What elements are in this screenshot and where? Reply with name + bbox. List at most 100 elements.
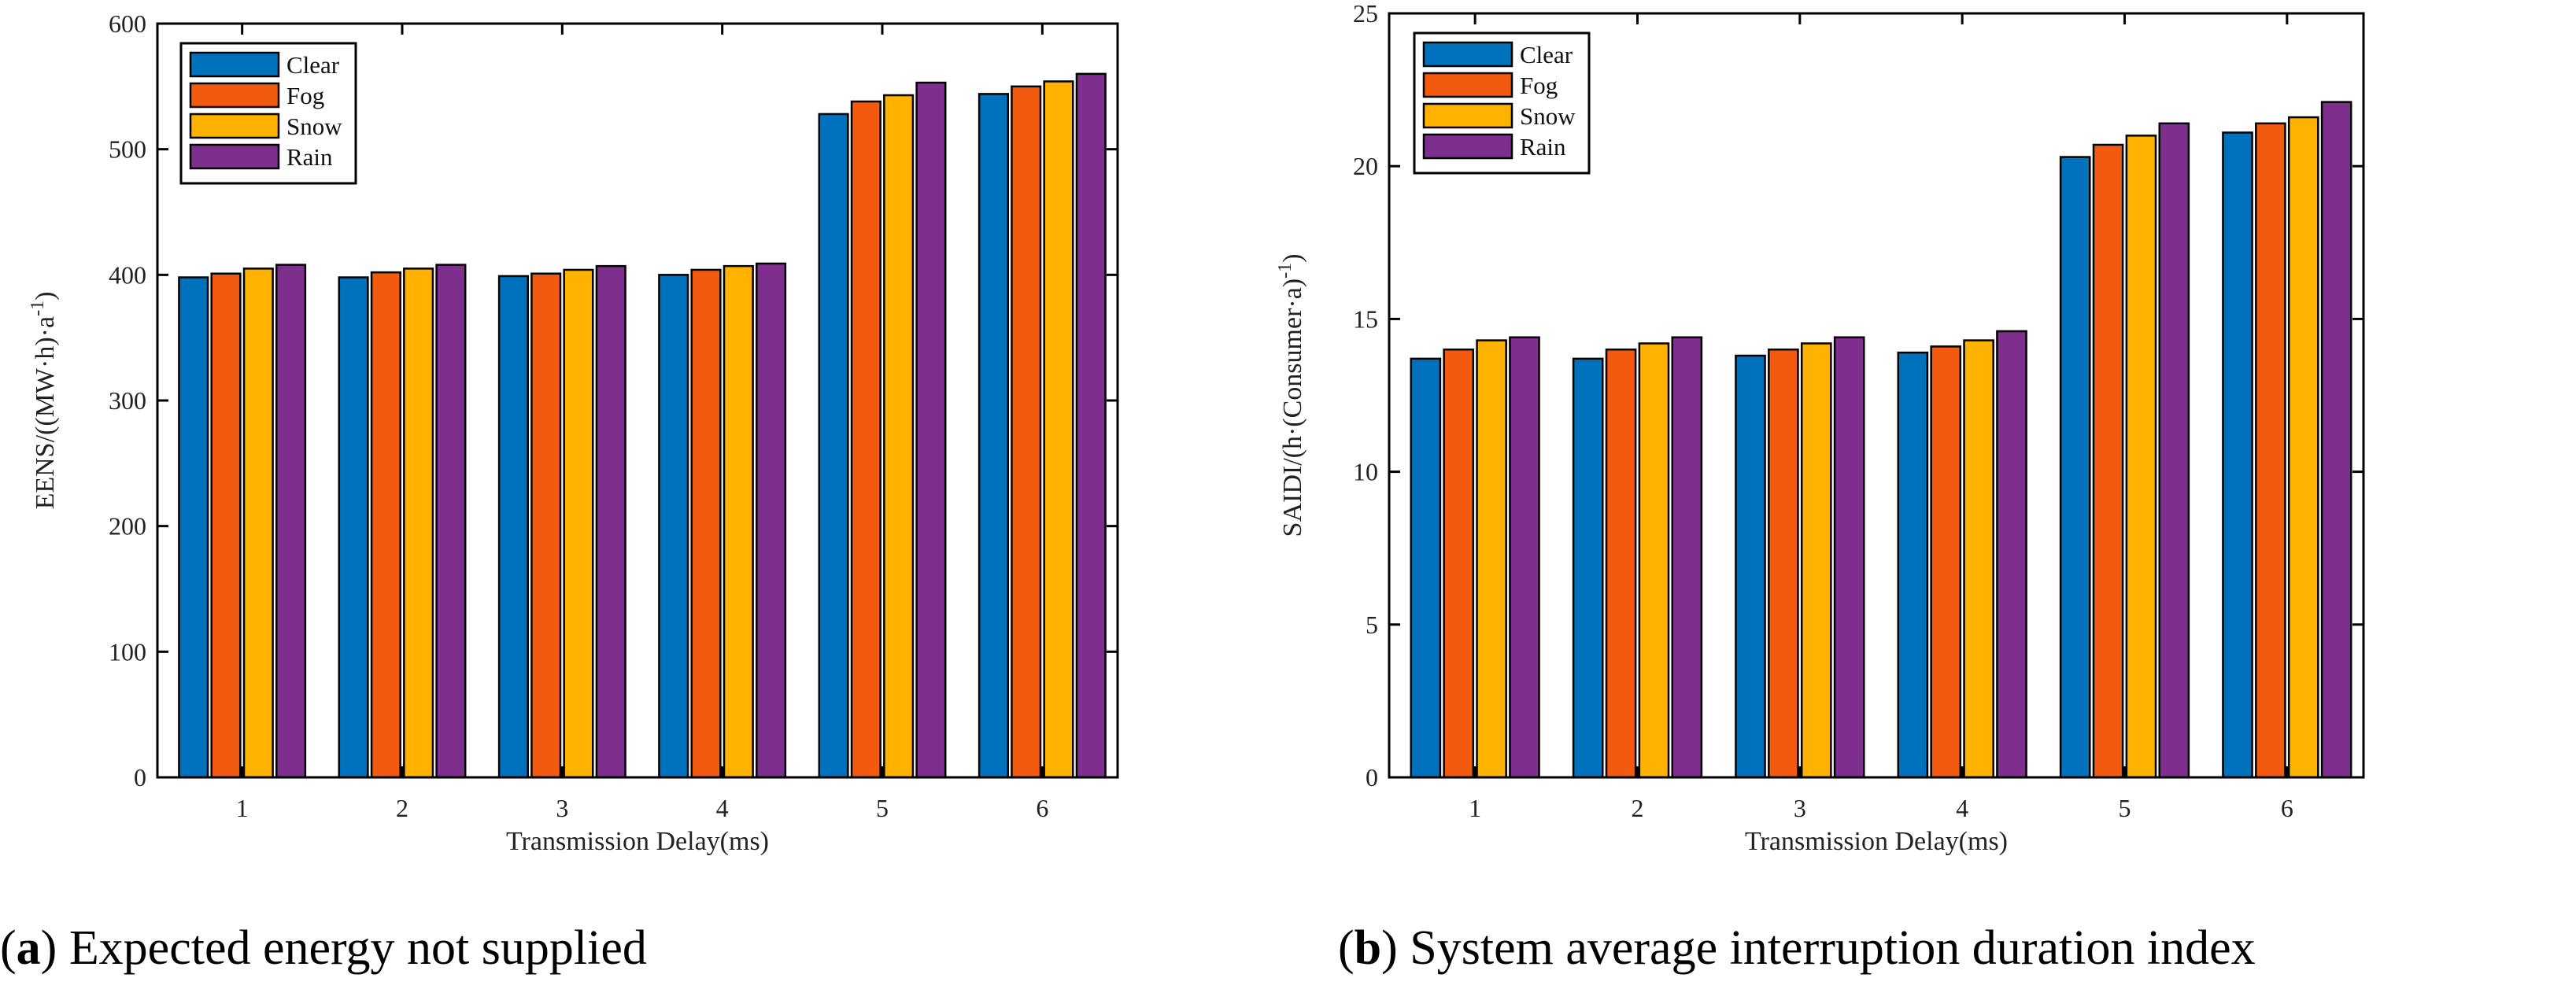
bar-fog-2 xyxy=(370,271,401,779)
bar-fog-4 xyxy=(1930,345,1962,779)
y-tick-label: 500 xyxy=(109,135,146,164)
x-tick-label: 3 xyxy=(1794,794,1806,822)
legend-label-rain: Rain xyxy=(286,143,333,171)
legend-swatch-snow xyxy=(1422,102,1513,129)
bar-snow-2 xyxy=(403,268,434,779)
bar-fog-5 xyxy=(2092,143,2124,779)
y-tick-label: 20 xyxy=(1353,152,1378,180)
bar-fog-4 xyxy=(690,268,722,779)
bar-clear-4 xyxy=(658,274,689,779)
y-tick-label: 0 xyxy=(1366,763,1378,792)
bar-fog-3 xyxy=(1768,348,1799,779)
legend-swatch-rain xyxy=(189,143,280,170)
legend-swatch-rain xyxy=(1422,133,1513,160)
y-axis-label: SAIDI/(h·(Consumer·a)-1) xyxy=(1275,254,1307,537)
x-axis-label: Transmission Delay(ms) xyxy=(506,827,769,856)
y-tick-label: 10 xyxy=(1353,458,1378,486)
x-tick-label: 1 xyxy=(1469,794,1481,822)
bar-rain-4 xyxy=(1996,330,2027,779)
y-tick-label: 5 xyxy=(1366,611,1378,639)
bar-clear-4 xyxy=(1897,351,1929,779)
bar-clear-5 xyxy=(2059,156,2091,779)
bar-clear-6 xyxy=(2222,131,2253,779)
bar-fog-1 xyxy=(210,272,242,779)
y-tick-label: 600 xyxy=(109,9,146,38)
bar-clear-2 xyxy=(338,276,369,779)
bar-snow-6 xyxy=(2287,116,2319,779)
caption-a: (a) Expected energy not supplied xyxy=(0,921,647,975)
x-tick-label: 4 xyxy=(1956,794,1968,822)
legend-label-snow: Snow xyxy=(1520,102,1576,130)
legend-swatch-fog xyxy=(189,82,280,109)
caption-b: (b) System average interruption duration… xyxy=(1338,921,2256,975)
bar-fog-5 xyxy=(850,100,881,779)
bar-fog-1 xyxy=(1443,348,1475,779)
bar-fog-2 xyxy=(1605,348,1637,779)
bar-snow-5 xyxy=(2125,135,2157,779)
bar-clear-1 xyxy=(178,276,209,779)
bar-snow-6 xyxy=(1043,80,1074,779)
axes-box xyxy=(1388,12,2365,779)
bar-rain-5 xyxy=(915,81,947,779)
bar-clear-2 xyxy=(1572,357,1604,779)
bar-snow-4 xyxy=(1963,339,1994,779)
y-tick-label: 200 xyxy=(109,512,146,541)
x-tick-label: 4 xyxy=(716,794,729,822)
y-tick-label: 300 xyxy=(109,386,146,415)
x-tick-label: 2 xyxy=(396,794,408,822)
y-axis-label: EENS/((MW·h)·a-1) xyxy=(28,292,60,510)
bar-snow-2 xyxy=(1638,342,1670,779)
legend-swatch-snow xyxy=(189,113,280,139)
bar-rain-4 xyxy=(756,262,787,779)
y-tick-label: 400 xyxy=(109,260,146,289)
legend-label-snow: Snow xyxy=(286,113,342,140)
legend-swatch-clear xyxy=(1422,41,1513,68)
y-tick-label: 15 xyxy=(1353,304,1378,333)
x-tick-label: 5 xyxy=(2119,794,2131,822)
y-tick-label: 100 xyxy=(109,637,146,666)
bar-fog-6 xyxy=(2255,122,2286,779)
legend-swatch-clear xyxy=(189,51,280,78)
chart-panel-1: 0 100 200 300 400 500 600 1 2 3 4 5 6 Transmission De… xyxy=(28,9,1119,856)
bar-rain-1 xyxy=(1509,336,1540,779)
legend-label-clear: Clear xyxy=(286,51,340,79)
bar-snow-5 xyxy=(883,94,915,779)
bar-clear-6 xyxy=(978,93,1009,779)
x-tick-label: 3 xyxy=(556,794,568,822)
caption-a-text: Expected energy not supplied xyxy=(68,921,647,975)
y-tick-label: 25 xyxy=(1353,0,1378,28)
bar-clear-1 xyxy=(1410,357,1442,779)
bar-rain-1 xyxy=(275,264,307,779)
bar-rain-6 xyxy=(2320,101,2352,779)
y-tick-label: 0 xyxy=(134,763,146,792)
bar-rain-3 xyxy=(595,264,626,779)
bar-rain-2 xyxy=(435,264,467,779)
x-tick-label: 6 xyxy=(2281,794,2293,822)
bar-fog-3 xyxy=(530,272,562,779)
x-tick-label: 1 xyxy=(236,794,249,822)
x-tick-label: 2 xyxy=(1632,794,1644,822)
bar-snow-1 xyxy=(1476,339,1507,779)
bar-snow-4 xyxy=(723,264,754,779)
bar-snow-3 xyxy=(1800,342,1832,779)
legend-label-clear: Clear xyxy=(1520,41,1573,68)
bar-snow-1 xyxy=(242,268,274,779)
bar-rain-6 xyxy=(1075,72,1107,779)
legend-label-fog: Fog xyxy=(286,82,324,109)
bar-fog-6 xyxy=(1011,85,1042,779)
bar-clear-3 xyxy=(1735,354,1766,779)
legend-swatch-fog xyxy=(1422,72,1513,98)
x-axis-label: Transmission Delay(ms) xyxy=(1745,827,2008,856)
caption-b-tag: b xyxy=(1354,921,1382,975)
legend-label-fog: Fog xyxy=(1520,72,1558,99)
bar-rain-2 xyxy=(1671,336,1703,779)
bar-rain-3 xyxy=(1833,336,1865,779)
bar-clear-5 xyxy=(818,113,849,779)
legend-label-rain: Rain xyxy=(1520,133,1566,161)
bar-snow-3 xyxy=(563,268,594,779)
bar-rain-5 xyxy=(2158,122,2190,779)
x-tick-label: 6 xyxy=(1036,794,1048,822)
caption-b-text: System average interruption duration ind… xyxy=(1410,921,2256,975)
chart-panel-2: 0 5 10 15 20 25 1 2 3 4 5 6 Transmission Delay(ms) SA… xyxy=(1275,0,2365,856)
